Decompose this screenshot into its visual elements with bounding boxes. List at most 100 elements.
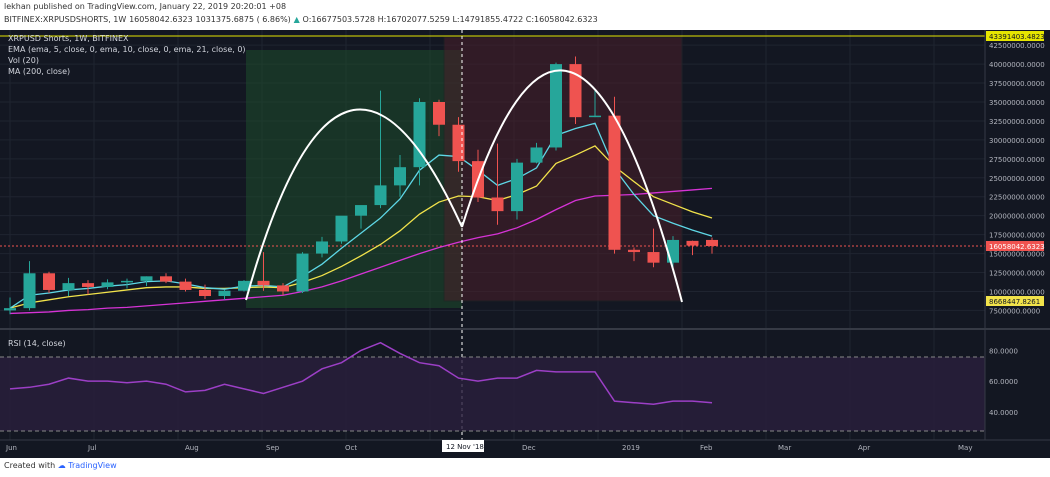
candle-body[interactable] <box>569 64 582 118</box>
price-tick-label: 10000000.0000 <box>989 288 1045 296</box>
candle-body[interactable] <box>667 239 679 263</box>
time-tick-label: 2019 <box>622 444 640 452</box>
crosshair-date-text: 12 Nov '18 <box>446 443 484 451</box>
candle-body[interactable] <box>686 240 699 246</box>
symbol-line: BITFINEX:XRPUSDSHORTS, 1W 16058042.6323 … <box>4 15 598 24</box>
candle-body[interactable] <box>530 147 543 163</box>
candle-body[interactable] <box>706 239 718 246</box>
candle-body[interactable] <box>608 115 621 250</box>
price-tick-label: 22500000.0000 <box>989 194 1045 202</box>
candle-body[interactable] <box>218 290 231 297</box>
candle-body[interactable] <box>628 249 640 253</box>
ema-10-line <box>9 145 713 309</box>
ma-200-line <box>9 187 713 315</box>
legend-ma[interactable]: MA (200, close) <box>8 67 70 76</box>
symbol-label[interactable]: BITFINEX:XRPUSDSHORTS, 1W <box>4 15 127 24</box>
candle-body[interactable] <box>121 280 133 283</box>
top-price-tag-text: 43391403.4823 <box>989 33 1045 41</box>
candle-body[interactable] <box>257 280 270 286</box>
price-tick-label: 30000000.0000 <box>989 137 1045 145</box>
chart-canvas[interactable]: 42500000.0000 40000000.0000 37500000.0000 3… <box>0 30 1050 458</box>
price-tick-label: 15000000.0000 <box>989 251 1045 259</box>
rsi-tick-label: 40.0000 <box>989 409 1018 417</box>
candle-body[interactable] <box>140 276 153 281</box>
chart-header: lekhan published on TradingView.com, Jan… <box>0 0 1050 32</box>
legend-rsi[interactable]: RSI (14, close) <box>8 339 66 348</box>
candle-body[interactable] <box>394 167 406 186</box>
right-cup-arc <box>461 69 683 303</box>
candle-body[interactable] <box>355 205 367 216</box>
time-tick-label: Sep <box>266 444 280 452</box>
price-axis[interactable]: 42500000.0000 40000000.0000 37500000.0000 3… <box>989 42 1045 315</box>
candle-body[interactable] <box>413 102 426 168</box>
candle-body[interactable] <box>199 289 211 297</box>
time-tick-label: May <box>958 444 972 452</box>
candle-body[interactable] <box>589 115 601 118</box>
rsi-tick-label: 80.0000 <box>989 347 1018 355</box>
tradingview-brand[interactable]: TradingView <box>68 461 117 470</box>
price-tick-label: 35000000.0000 <box>989 99 1045 107</box>
time-tick-label: Aug <box>185 444 199 452</box>
candle-body[interactable] <box>433 102 445 125</box>
candle-body[interactable] <box>335 215 348 242</box>
legend-title[interactable]: XRPUSD Shorts, 1W, BITFINEX <box>8 34 129 43</box>
up-arrow-icon: ▲ <box>293 15 300 24</box>
time-tick-label: Mar <box>778 444 791 452</box>
candle-body[interactable] <box>491 197 504 212</box>
change-label: 1031375.6875 ( 6.86%) <box>195 15 291 24</box>
price-tick-label: 12500000.0000 <box>989 270 1045 278</box>
price-tick-label: 7500000.0000 <box>989 307 1040 315</box>
candle-body[interactable] <box>316 241 328 254</box>
candle-body[interactable] <box>23 273 36 309</box>
candle-body[interactable] <box>101 282 114 287</box>
price-label: 16058042.6323 <box>129 15 193 24</box>
left-cup-arc <box>245 108 463 301</box>
ohlc-label: O:16677503.5728 H:16702077.5259 L:147918… <box>302 15 598 24</box>
candle-body[interactable] <box>550 64 562 148</box>
footer: Created with ☁ TradingView <box>4 461 117 470</box>
time-tick-label: Apr <box>858 444 870 452</box>
time-tick-label: Oct <box>345 444 357 452</box>
candle-body[interactable] <box>511 162 523 212</box>
last-price-tag-text: 16058042.6323 <box>989 243 1045 251</box>
price-tick-label: 20000000.0000 <box>989 213 1045 221</box>
rsi-tick-label: 60.0000 <box>989 378 1018 386</box>
candle-body[interactable] <box>296 253 309 292</box>
top-price-tag <box>986 31 1044 41</box>
rsi-line <box>9 341 713 405</box>
price-tick-label: 37500000.0000 <box>989 80 1045 88</box>
price-tick-label: 27500000.0000 <box>989 156 1045 164</box>
candle-body[interactable] <box>160 276 172 282</box>
candle-body[interactable] <box>452 124 465 162</box>
bottom-price-tag-text: 8668447.8261 <box>989 298 1040 306</box>
rsi-axis[interactable]: 80.0000 60.0000 40.0000 <box>989 347 1018 417</box>
candle-body[interactable] <box>647 252 660 263</box>
price-tick-label: 40000000.0000 <box>989 61 1045 69</box>
price-tick-label: 42500000.0000 <box>989 42 1045 50</box>
crosshair-date-tag <box>442 440 484 452</box>
time-tick-label: Jun <box>5 444 17 452</box>
time-tick-label: Jul <box>87 444 97 452</box>
last-price-tag <box>986 241 1044 251</box>
bottom-price-tag <box>986 296 1044 306</box>
candle-body[interactable] <box>179 281 192 290</box>
candle-body[interactable] <box>4 308 16 311</box>
green-zone <box>246 50 462 308</box>
candle-body[interactable] <box>82 283 94 287</box>
publisher-line: lekhan published on TradingView.com, Jan… <box>4 2 287 11</box>
candle-body[interactable] <box>238 280 250 291</box>
tradingview-logo-icon: ☁ <box>57 461 66 470</box>
legend-ema[interactable]: EMA (ema, 5, close, 0, ema, 10, close, 0… <box>8 45 246 54</box>
candles[interactable] <box>4 56 718 315</box>
price-tick-label: 32500000.0000 <box>989 118 1045 126</box>
price-tick-label: 17500000.0000 <box>989 232 1045 240</box>
candle-body[interactable] <box>277 285 289 292</box>
candle-body[interactable] <box>43 273 55 290</box>
time-tick-label: Dec <box>522 444 536 452</box>
time-tick-label: Feb <box>700 444 713 452</box>
created-with-label: Created with <box>4 461 56 470</box>
candle-body[interactable] <box>374 185 387 206</box>
legend-volume[interactable]: Vol (20) <box>8 56 39 65</box>
rsi-band <box>0 357 985 431</box>
candle-body[interactable] <box>62 283 75 290</box>
